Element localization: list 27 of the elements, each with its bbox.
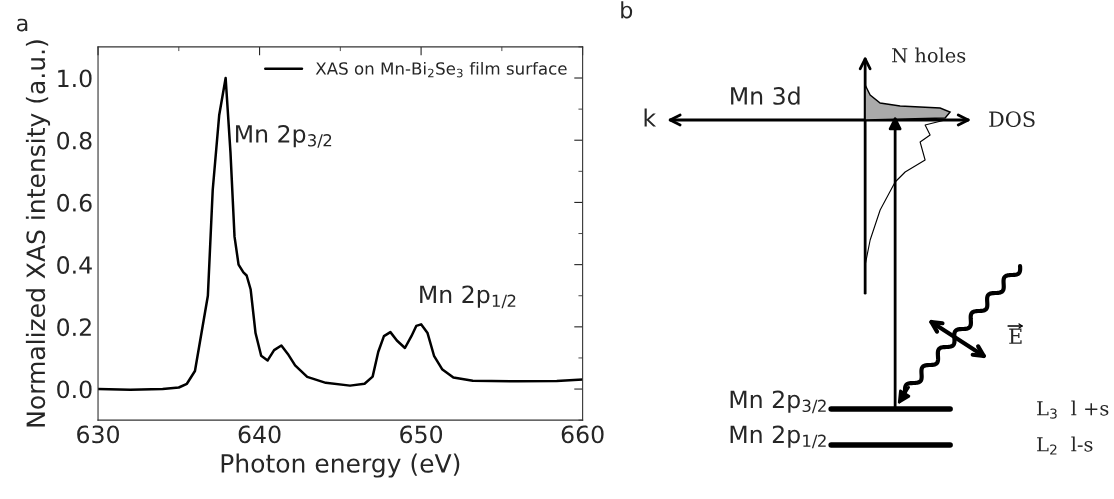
- annotation: Mn 2p$_{1/2}$: [420, 285, 516, 309]
- x-tick-label: 650: [400, 425, 443, 444]
- text: L$_{3}$ l +s: [1037, 400, 1109, 419]
- y-axis-title: Normalized XAS intensity (a.u.): [25, 40, 51, 427]
- chart-title: a: [16, 18, 28, 32]
- text: N holes: [892, 47, 966, 63]
- annotation: Mn 2p$_{3/2}$: [236, 124, 332, 148]
- line-series: [98, 76, 583, 391]
- x-tick-label: 660: [561, 425, 604, 444]
- text: Mn 2p$_{3/2}$: [730, 390, 826, 414]
- y-tick-label: 0.8: [57, 131, 92, 150]
- x-axis-title: Photon energy (eV): [221, 453, 460, 478]
- legend-label: XAS on Mn-Bi$_{2}$Se$_{3}$ film surface: [315, 61, 567, 78]
- y-tick-label: 0.2: [57, 318, 91, 337]
- y-tick-label: 0.4: [57, 256, 92, 274]
- x-tick-label: 630: [77, 425, 119, 444]
- y-tick-label: 0.0: [57, 380, 92, 399]
- text: L$_{2}$ l-s: [1037, 436, 1093, 455]
- text: E: [1009, 328, 1022, 344]
- text: b: [621, 1, 633, 19]
- y-tick-label: 1.0: [58, 69, 92, 88]
- x-tick-label: 640: [238, 425, 281, 444]
- text: k: [644, 108, 657, 127]
- text: Mn 2p$_{1/2}$: [730, 425, 826, 449]
- text: DOS: [989, 111, 1035, 128]
- y-tick-label: 0.6: [57, 193, 92, 212]
- text: Mn 3d: [731, 86, 800, 105]
